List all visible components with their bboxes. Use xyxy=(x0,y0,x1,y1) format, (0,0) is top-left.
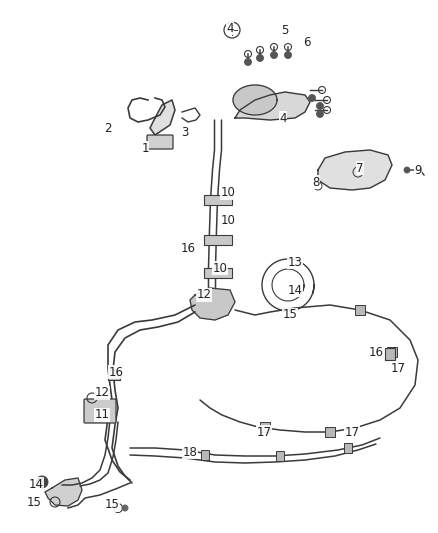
Text: 5: 5 xyxy=(281,23,289,36)
Bar xyxy=(276,451,284,461)
Text: 8: 8 xyxy=(312,175,320,189)
Circle shape xyxy=(317,110,324,117)
Polygon shape xyxy=(150,100,175,135)
Text: 10: 10 xyxy=(221,187,236,199)
Text: 10: 10 xyxy=(221,214,236,227)
Text: 14: 14 xyxy=(287,284,303,296)
Bar xyxy=(108,370,120,380)
Circle shape xyxy=(317,102,324,109)
Polygon shape xyxy=(235,92,310,120)
Text: 4: 4 xyxy=(279,111,287,125)
Polygon shape xyxy=(45,478,82,506)
Circle shape xyxy=(271,52,278,59)
Bar xyxy=(385,348,395,360)
Text: 16: 16 xyxy=(368,345,384,359)
Circle shape xyxy=(308,94,315,101)
Text: 15: 15 xyxy=(283,309,297,321)
Circle shape xyxy=(244,59,251,66)
Polygon shape xyxy=(233,85,277,115)
Text: 16: 16 xyxy=(180,241,195,254)
Text: 18: 18 xyxy=(183,446,198,458)
Text: 6: 6 xyxy=(303,36,311,50)
Bar xyxy=(204,195,232,205)
FancyBboxPatch shape xyxy=(147,135,173,149)
Bar xyxy=(344,443,352,453)
Bar xyxy=(355,305,365,315)
Text: 9: 9 xyxy=(414,164,422,176)
Text: 2: 2 xyxy=(104,122,112,134)
Bar xyxy=(260,422,270,432)
Bar xyxy=(325,427,335,437)
Circle shape xyxy=(404,167,410,173)
Text: 1: 1 xyxy=(141,141,149,155)
Text: 12: 12 xyxy=(95,386,110,400)
Text: 10: 10 xyxy=(212,262,227,274)
Text: 17: 17 xyxy=(391,361,406,375)
Text: 4: 4 xyxy=(226,21,234,35)
Polygon shape xyxy=(190,288,235,320)
Bar xyxy=(204,268,232,278)
Text: 17: 17 xyxy=(345,425,360,439)
Text: 15: 15 xyxy=(27,497,42,510)
Text: 3: 3 xyxy=(181,126,189,140)
Text: 7: 7 xyxy=(356,161,364,174)
Bar xyxy=(204,235,232,245)
Bar xyxy=(201,450,209,460)
Circle shape xyxy=(257,54,264,61)
FancyBboxPatch shape xyxy=(84,399,116,423)
Circle shape xyxy=(36,476,48,488)
Text: 14: 14 xyxy=(28,478,43,490)
Text: 15: 15 xyxy=(105,498,120,512)
Circle shape xyxy=(285,52,292,59)
Polygon shape xyxy=(318,150,392,190)
Text: 12: 12 xyxy=(197,288,212,302)
Bar xyxy=(387,347,397,357)
Text: 13: 13 xyxy=(288,255,302,269)
Text: 11: 11 xyxy=(95,408,110,422)
Text: 17: 17 xyxy=(257,425,272,439)
Circle shape xyxy=(122,505,128,511)
Text: 16: 16 xyxy=(109,366,124,378)
